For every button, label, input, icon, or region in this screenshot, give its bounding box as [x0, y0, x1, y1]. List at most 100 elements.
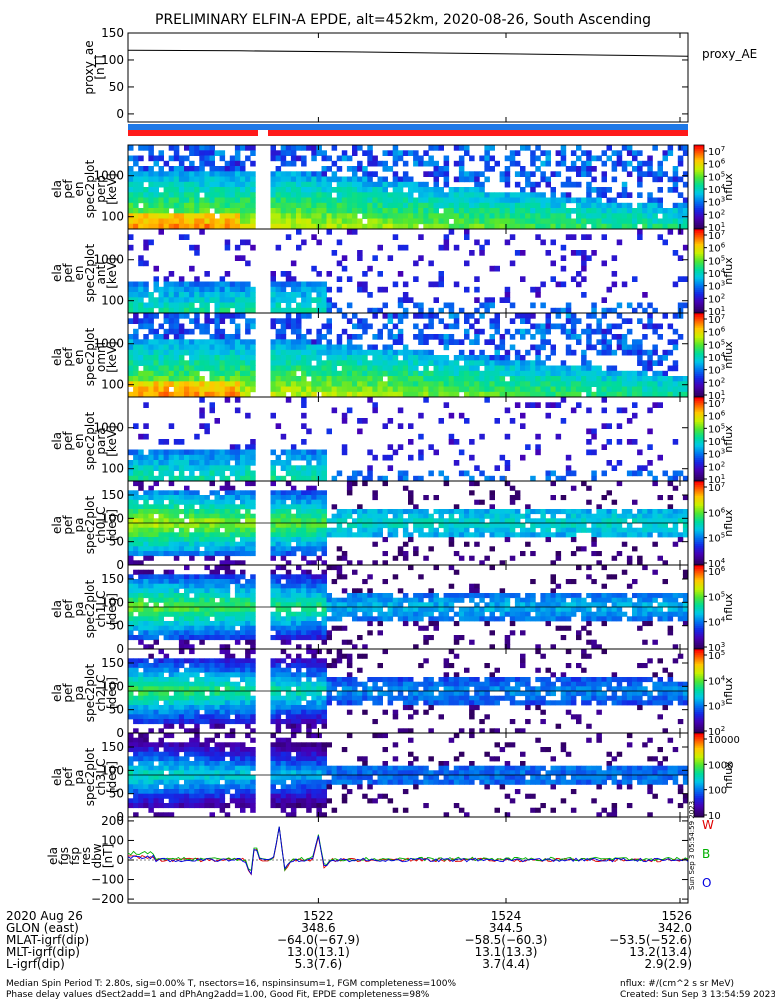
y-tick-label: 200	[101, 814, 124, 828]
heatmap-panel	[127, 396, 689, 482]
heatmap-panel	[127, 648, 689, 734]
colorbar-tick-label: 10000	[708, 735, 740, 746]
dbw-series-line	[127, 826, 689, 876]
y-axis-label-line: [nT]	[93, 55, 107, 79]
y-axis-label-line: ch2LC	[94, 675, 108, 712]
y-tick-label: 1000	[93, 337, 124, 351]
x-tick-value: −58.5(−60.3)	[465, 933, 548, 947]
colorbar-label: nflux	[722, 257, 735, 285]
dbw-legend-letter: W	[702, 818, 714, 832]
y-tick-label: 1000	[93, 421, 124, 435]
footer-right-1: nflux: #/(cm^2 s sr MeV)	[620, 979, 734, 989]
x-tick-value: 342.0	[658, 921, 692, 935]
x-tick-value: 13.2(13.4)	[629, 945, 692, 959]
y-axis-label-line: pa	[72, 518, 86, 533]
colorbar-tick-label: 106	[708, 565, 726, 578]
y-axis-label-line: ela	[50, 348, 64, 366]
dbw-legend-letter: O	[702, 876, 711, 890]
y-tick-label: 0	[116, 642, 124, 656]
y-tick-label: 0	[116, 558, 124, 572]
y-tick-label: 50	[109, 619, 124, 633]
x-tick-time: 1522	[303, 909, 334, 923]
y-tick-label: 100	[101, 378, 124, 392]
heatmap-panel	[127, 312, 689, 398]
y-axis-label-line: pa	[72, 686, 86, 701]
x-row-label: MLAT-igrf(dip)	[6, 933, 89, 947]
y-axis-label-line: res	[79, 847, 93, 865]
proxy-ae-line	[127, 49, 689, 57]
colorbar-label: nflux	[722, 761, 735, 789]
y-axis-label-line: [deg]	[105, 761, 119, 793]
y-axis-label-line: fsp	[68, 847, 82, 865]
y-axis-label-line: ela	[50, 180, 64, 198]
y-tick-label: 150	[101, 488, 124, 502]
y-axis-label-line: perp	[94, 175, 108, 203]
y-axis-label-line: [deg]	[105, 593, 119, 625]
footer-line-1: Median Spin Period T: 2.80s, sig=0.00% T…	[6, 979, 457, 989]
y-tick-label: 50	[109, 787, 124, 801]
y-axis-label-line: [deg]	[105, 509, 119, 541]
y-tick-label: 50	[109, 535, 124, 549]
y-tick-label: 100	[101, 511, 124, 525]
y-tick-label: 50	[109, 80, 124, 94]
y-axis-label-line: anti	[94, 262, 108, 285]
y-tick-label: −200	[91, 892, 124, 906]
dbw-series-line	[127, 826, 689, 872]
proxy-ae-legend: proxy_AE	[702, 47, 757, 61]
y-axis-label-line: en	[72, 350, 86, 365]
x-tick-value: 2.9(2.9)	[644, 957, 692, 971]
x-tick-value: 3.7(4.4)	[482, 957, 530, 971]
x-row-label: L-igrf(dip)	[6, 957, 65, 971]
y-axis-label-line: [deg]	[105, 677, 119, 709]
y-axis-label-line: spec2plot	[83, 411, 97, 470]
y-axis-label-line: [keV]	[105, 173, 119, 204]
x-tick-time: 1526	[661, 909, 692, 923]
y-axis-label-line: pef	[61, 599, 75, 619]
x-tick-value: 348.6	[301, 921, 335, 935]
y-axis-label-line: ch0LC	[94, 507, 108, 544]
y-axis-label: proxy_ae[nT]	[82, 40, 107, 94]
y-tick-label: 50	[109, 703, 124, 717]
y-tick-label: 0	[116, 853, 124, 867]
colorbar-tick-label: 10	[708, 811, 721, 822]
colorbar-label: nflux	[722, 173, 735, 201]
y-tick-label: 0	[116, 810, 124, 824]
y-tick-label: 150	[101, 740, 124, 754]
colorbar-tick-label: 107	[708, 397, 725, 410]
y-tick-label: 100	[101, 294, 124, 308]
y-axis-label-line: spec2plot	[83, 327, 97, 386]
dbw-legend-letter: B	[702, 847, 710, 861]
footer-line-2: Phase delay values dSect2add=1 and dPhAn…	[6, 990, 430, 1000]
colorbar-label: nflux	[722, 593, 735, 621]
heatmap-panel	[127, 144, 689, 230]
colorbar-label: nflux	[722, 509, 735, 537]
y-axis-label-line: pef	[61, 515, 75, 535]
x-tick-value: 344.5	[489, 921, 523, 935]
y-tick-label: 100	[101, 679, 124, 693]
y-tick-label: −100	[91, 873, 124, 887]
x-tick-time: 1524	[491, 909, 522, 923]
y-axis-label-line: pef	[61, 263, 75, 283]
x-row-label: MLT-igrf(dip)	[6, 945, 80, 959]
colorbar-tick-label: 106	[708, 158, 726, 171]
proxy-ae-panel-frame	[127, 32, 689, 123]
y-axis-label-line: ela	[50, 684, 64, 702]
plot-title: PRELIMINARY ELFIN-A EPDE, alt=452km, 202…	[155, 12, 651, 28]
colorbar-label: nflux	[722, 425, 735, 453]
y-axis-label-line: para	[94, 427, 108, 454]
colorbar-tick-label: 106	[708, 410, 726, 423]
colorbar-label: nflux	[722, 341, 735, 369]
colorbar-tick-label: 100	[708, 786, 727, 797]
y-axis-label-line: en	[72, 434, 86, 449]
x-tick-value: −64.0(−67.9)	[277, 933, 360, 947]
colorbar-tick-label: 107	[708, 145, 725, 158]
